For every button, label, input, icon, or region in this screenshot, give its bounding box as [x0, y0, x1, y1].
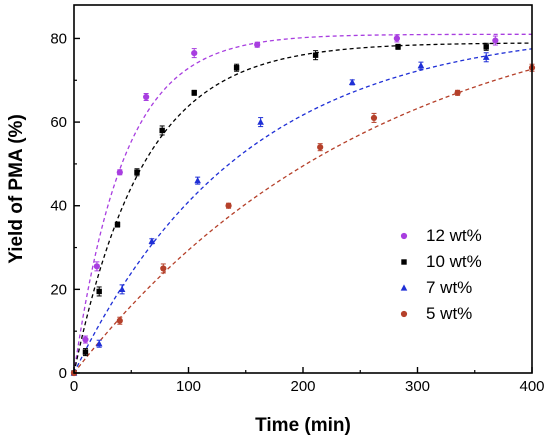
legend-label-1: 12 wt%	[426, 226, 482, 245]
y-tick-label: 40	[50, 198, 67, 215]
data-point	[148, 237, 156, 244]
legend-marker-1	[400, 232, 408, 240]
data-point	[393, 35, 400, 42]
y-tick-label: 60	[50, 114, 67, 131]
data-point	[348, 78, 356, 85]
x-tick-label: 400	[519, 378, 544, 395]
data-point	[82, 336, 89, 343]
data-point	[93, 263, 100, 270]
y-tick-label: 80	[50, 30, 67, 47]
x-axis-title: Time (min)	[255, 415, 351, 436]
y-tick-label: 20	[50, 281, 67, 298]
data-point	[95, 340, 103, 347]
data-point	[118, 285, 126, 292]
data-point	[417, 62, 425, 69]
data-point	[482, 53, 490, 60]
legend-marker-3	[400, 284, 408, 291]
x-tick-label: 200	[290, 378, 315, 395]
data-point	[116, 317, 123, 324]
data-point	[96, 288, 102, 295]
data-point	[492, 37, 499, 44]
y-tick-label: 0	[59, 365, 67, 382]
fit-curve-2	[73, 42, 533, 374]
data-point	[116, 169, 123, 176]
data-point	[134, 169, 140, 175]
legend-marker-4	[400, 310, 408, 318]
data-point	[454, 89, 461, 96]
legend: 12 wt% 10 wt% 7 wt% 5 wt%	[400, 226, 482, 323]
legend-label-4: 5 wt%	[426, 304, 472, 323]
data-point	[254, 41, 261, 48]
legend-label-3: 7 wt%	[426, 278, 472, 297]
legend-marker-2	[401, 259, 407, 265]
data-point	[82, 349, 89, 355]
data-point	[159, 127, 165, 134]
y-axis-title: Yield of PMA (%)	[6, 114, 27, 264]
data-point	[370, 114, 378, 122]
data-point	[312, 52, 319, 58]
fit-curve-3	[73, 48, 533, 374]
axis-ticks: 0 100 200 300 400 0 20 40 60 80	[50, 30, 544, 395]
data-point	[143, 93, 150, 101]
data-point	[225, 202, 232, 209]
data-point	[191, 90, 197, 96]
data-point	[194, 177, 201, 184]
data-point	[395, 44, 401, 50]
data-point	[257, 118, 264, 125]
x-tick-label: 100	[176, 378, 201, 395]
legend-label-2: 10 wt%	[426, 252, 482, 271]
data-point	[191, 49, 198, 57]
data-point	[160, 265, 167, 272]
data-point	[483, 44, 489, 50]
data-point	[233, 65, 240, 71]
data-point	[317, 144, 324, 151]
x-tick-label: 0	[70, 378, 78, 395]
x-tick-label: 300	[405, 378, 430, 395]
data-point	[114, 221, 121, 228]
data-markers	[70, 34, 536, 377]
